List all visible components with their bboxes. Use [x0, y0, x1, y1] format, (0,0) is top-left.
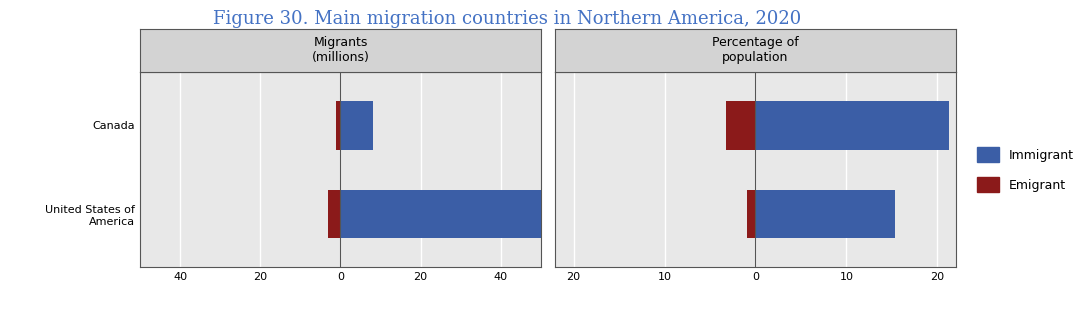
Bar	[340, 189, 543, 238]
Legend: Immigrant, Emigrant: Immigrant, Emigrant	[976, 147, 1075, 192]
Bar	[756, 189, 894, 238]
Bar	[747, 189, 756, 238]
Bar	[756, 101, 949, 150]
Bar	[727, 101, 756, 150]
Bar	[340, 101, 373, 150]
Bar	[328, 189, 340, 238]
Bar	[336, 101, 340, 150]
Text: Figure 30. Main migration countries in Northern America, 2020: Figure 30. Main migration countries in N…	[214, 10, 801, 28]
